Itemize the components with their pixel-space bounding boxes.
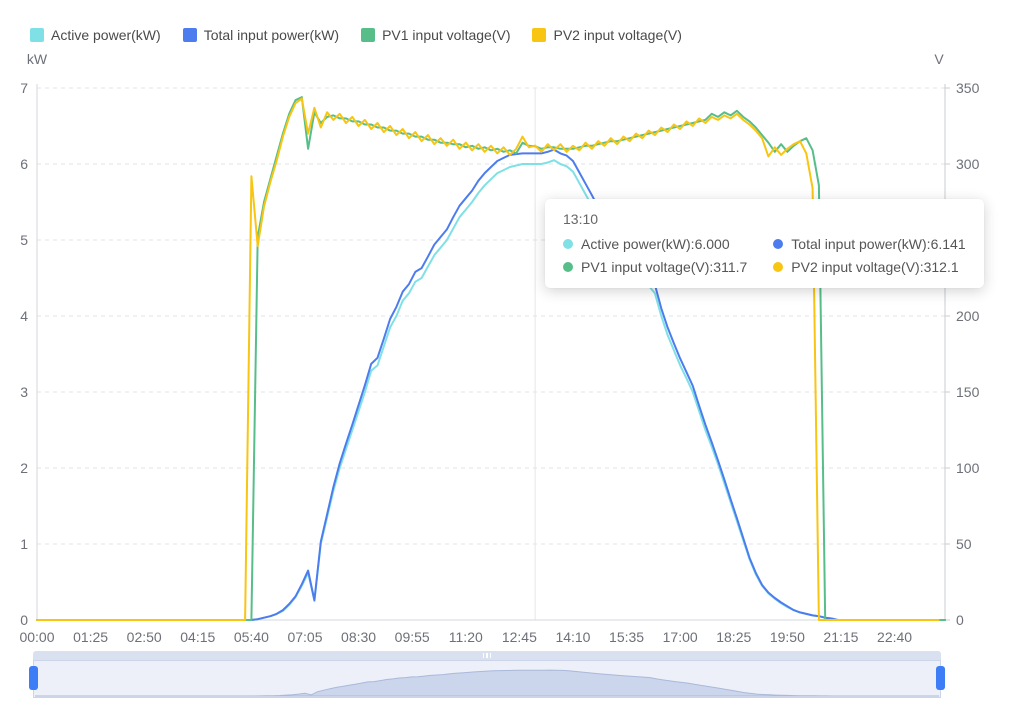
x-tick-label: 15:35 (609, 629, 644, 645)
datazoom-move-handle[interactable] (33, 651, 941, 660)
tooltip-row: Active power(kW):6.000 (563, 236, 747, 252)
datazoom-right-handle[interactable] (936, 666, 945, 690)
tooltip-row-text: PV2 input voltage(V):312.1 (791, 259, 958, 275)
tooltip-row: Total input power(kW):6.141 (773, 236, 965, 252)
tooltip-series-values: Active power(kW):6.000 Total input power(… (563, 236, 966, 275)
line-chart-plot-area[interactable]: 01234567050100150200250300350kWV00:0001:… (0, 0, 1031, 648)
x-tick-label: 01:25 (73, 629, 108, 645)
right-axis-unit: V (934, 51, 944, 67)
right-tick-label: 150 (956, 384, 980, 400)
tooltip-row-text: PV1 input voltage(V):311.7 (581, 259, 747, 275)
right-tick-label: 350 (956, 80, 980, 96)
datazoom-slider[interactable] (33, 651, 941, 698)
grip-icon (483, 653, 492, 658)
left-tick-label: 3 (20, 384, 28, 400)
datazoom-track[interactable] (33, 660, 941, 698)
series-dot-icon (773, 262, 783, 272)
x-tick-label: 04:15 (180, 629, 215, 645)
tooltip-row: PV1 input voltage(V):311.7 (563, 259, 747, 275)
power-voltage-chart-panel: Active power(kW)Total input power(kW)PV1… (0, 0, 1031, 723)
x-tick-label: 11:20 (449, 629, 483, 645)
datazoom-left-handle[interactable] (29, 666, 38, 690)
chart-tooltip: 13:10 Active power(kW):6.000 Total input … (545, 199, 984, 288)
x-tick-label: 07:05 (287, 629, 322, 645)
tooltip-time: 13:10 (563, 211, 966, 227)
right-tick-label: 50 (956, 536, 972, 552)
series-line-pv2-input-voltage-v (37, 99, 939, 620)
x-tick-label: 08:30 (341, 629, 376, 645)
series-dot-icon (773, 239, 783, 249)
right-tick-label: 300 (956, 156, 980, 172)
tooltip-row-text: Total input power(kW):6.141 (791, 236, 965, 252)
x-tick-label: 00:00 (19, 629, 54, 645)
x-tick-label: 12:45 (502, 629, 537, 645)
left-axis-unit: kW (27, 51, 48, 67)
x-tick-label: 18:25 (716, 629, 751, 645)
left-tick-label: 6 (20, 156, 28, 172)
right-tick-label: 0 (956, 612, 964, 628)
right-tick-label: 200 (956, 308, 980, 324)
tooltip-row-text: Active power(kW):6.000 (581, 236, 730, 252)
left-tick-label: 0 (20, 612, 28, 628)
x-tick-label: 14:10 (555, 629, 590, 645)
left-tick-label: 1 (20, 536, 28, 552)
series-line-pv1-input-voltage-v (37, 97, 945, 620)
left-tick-label: 2 (20, 460, 28, 476)
left-tick-label: 7 (20, 80, 28, 96)
series-dot-icon (563, 239, 573, 249)
x-axis-ticks: 00:00 01:25 02:50 04:15 05:40 07:05 08:30 09:55… (19, 629, 912, 645)
right-axis-ticks: 050100150200250300350 (945, 80, 980, 628)
x-tick-label: 09:55 (395, 629, 430, 645)
left-tick-label: 4 (20, 308, 28, 324)
x-tick-label: 05:40 (234, 629, 269, 645)
left-tick-label: 5 (20, 232, 28, 248)
left-axis-ticks: 0 1 2 3 4 5 6 7 (20, 80, 28, 628)
x-tick-label: 02:50 (127, 629, 162, 645)
right-tick-label: 100 (956, 460, 980, 476)
datazoom-preview-area (34, 662, 940, 697)
tooltip-row: PV2 input voltage(V):312.1 (773, 259, 965, 275)
x-tick-label: 19:50 (770, 629, 805, 645)
x-tick-label: 17:00 (663, 629, 698, 645)
x-tick-label: 22:40 (877, 629, 912, 645)
gridlines (37, 88, 945, 544)
x-tick-label: 21:15 (823, 629, 858, 645)
series-dot-icon (563, 262, 573, 272)
